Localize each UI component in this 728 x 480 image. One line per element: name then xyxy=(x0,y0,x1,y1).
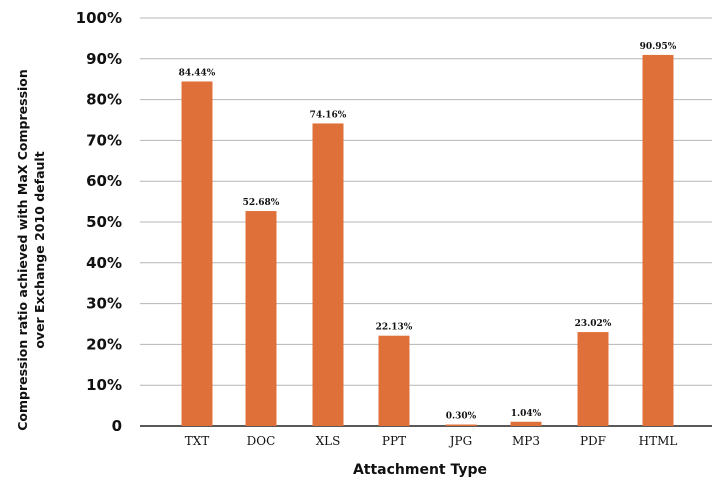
gridlines xyxy=(140,17,712,427)
y-axis-title-line-2: over Exchange 2010 default xyxy=(32,151,47,348)
y-tick-label: 40% xyxy=(86,254,122,272)
data-label-doc: 52.68% xyxy=(243,198,280,208)
bar-pdf xyxy=(577,332,609,426)
x-tick-label-ppt: PPT xyxy=(382,434,406,448)
y-tick-label: 0 xyxy=(112,417,122,435)
bar-mp3 xyxy=(510,421,542,426)
bar-doc xyxy=(245,211,277,426)
data-label-ppt: 22.13% xyxy=(376,323,413,333)
bar-jpg xyxy=(445,424,477,426)
x-tick-label-xls: XLS xyxy=(316,434,341,448)
y-tick-label: 20% xyxy=(86,335,122,353)
y-tick-label: 10% xyxy=(86,376,122,394)
bar-ppt xyxy=(378,335,410,426)
x-tick-label-html: HTML xyxy=(639,434,678,448)
data-label-xls: 74.16% xyxy=(310,110,347,120)
bar-html xyxy=(642,54,674,426)
data-label-jpg: 0.30% xyxy=(446,412,477,422)
labels: 0 10% 20% 30% 40% 50% 60% 70% 80% 90% 100% 84.44% TX… xyxy=(76,9,678,448)
y-tick-label: 50% xyxy=(86,213,122,231)
x-tick-label-jpg: JPG xyxy=(448,434,472,448)
data-label-txt: 84.44% xyxy=(179,68,216,78)
y-tick-label: 90% xyxy=(86,50,122,68)
data-label-pdf: 23.02% xyxy=(575,319,612,329)
y-axis-title-line-1: Compression ratio achieved with MaX Comp… xyxy=(15,69,30,431)
data-label-mp3: 1.04% xyxy=(511,409,542,419)
y-tick-label: 80% xyxy=(86,91,122,109)
x-tick-label-mp3: MP3 xyxy=(512,434,540,448)
y-tick-label: 60% xyxy=(86,172,122,190)
x-tick-label-txt: TXT xyxy=(185,434,210,448)
x-tick-label-doc: DOC xyxy=(247,434,276,448)
bar-xls xyxy=(312,123,344,427)
y-tick-label: 30% xyxy=(86,295,122,313)
x-tick-label-pdf: PDF xyxy=(580,434,606,448)
bars xyxy=(181,54,674,427)
y-tick-label: 100% xyxy=(76,9,122,27)
y-axis-title: Compression ratio achieved with MaX Comp… xyxy=(15,69,47,431)
bar-txt xyxy=(181,81,213,426)
y-tick-label: 70% xyxy=(86,131,122,149)
x-axis-title: Attachment Type xyxy=(353,462,487,478)
data-label-html: 90.95% xyxy=(640,42,677,52)
